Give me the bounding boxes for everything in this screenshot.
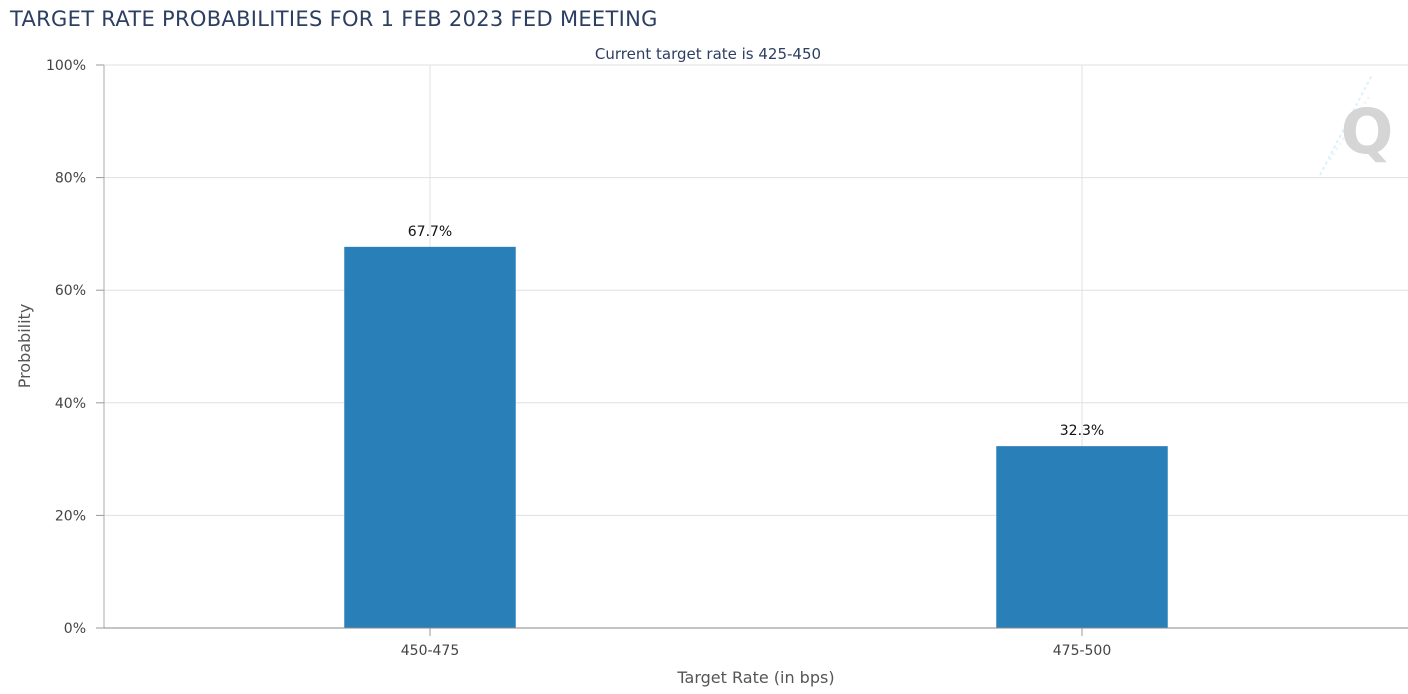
bar-450-475[interactable] (344, 246, 516, 628)
chart-title: TARGET RATE PROBABILITIES FOR 1 FEB 2023… (9, 7, 658, 31)
bars (344, 246, 1168, 628)
bar-value-label: 67.7% (408, 224, 452, 240)
y-tick-label: 80% (55, 171, 86, 187)
y-axis-label: Probability (15, 304, 34, 389)
y-tick-label: 20% (55, 508, 86, 524)
y-tick-label: 0% (64, 621, 86, 637)
y-tick-label: 40% (55, 396, 86, 412)
x-axis-label: Target Rate (in bps) (676, 668, 834, 687)
data-labels: 67.7% 32.3% (408, 224, 1104, 439)
q-logo-watermark: Q (1319, 74, 1394, 176)
bar-475-500[interactable] (996, 446, 1168, 628)
q-logo-letter: Q (1341, 95, 1394, 168)
axes: 0% 20% 40% 60% 80% 100% 450-475 475-500 (46, 58, 1408, 659)
y-tick-label: 100% (46, 58, 86, 74)
y-tick-label: 60% (55, 283, 86, 299)
chart-subtitle: Current target rate is 425-450 (595, 45, 821, 63)
grid-lines (104, 64, 1408, 628)
x-tick-label: 475-500 (1053, 643, 1112, 659)
x-tick-label: 450-475 (401, 643, 460, 659)
bar-value-label: 32.3% (1060, 423, 1104, 439)
